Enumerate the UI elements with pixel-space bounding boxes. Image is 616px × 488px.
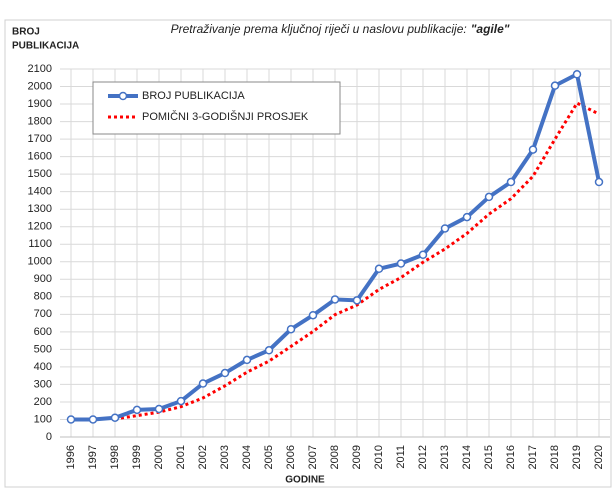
point xyxy=(66,415,76,424)
title-text: Pretraživanje prema ključnoj riječi u na… xyxy=(171,22,467,36)
x-tick-label: 1997 xyxy=(87,445,99,469)
point xyxy=(506,177,516,187)
y-tick-label: 1900 xyxy=(28,98,52,110)
x-tick-label: 2011 xyxy=(395,445,407,469)
y-tick-label: 1200 xyxy=(28,221,52,233)
x-tick-label: 2000 xyxy=(153,445,165,469)
x-tick-label: 1999 xyxy=(131,445,143,469)
y-tick-label: 1400 xyxy=(28,186,52,198)
point xyxy=(220,368,230,378)
x-tick-label: 2019 xyxy=(571,445,583,469)
point xyxy=(110,413,120,422)
legend xyxy=(92,81,341,135)
x-tick-label: 2012 xyxy=(417,445,429,469)
y-tick-label: 300 xyxy=(34,378,52,390)
y-tick-label: 1000 xyxy=(28,256,52,268)
point xyxy=(440,224,450,233)
point xyxy=(418,250,428,260)
point xyxy=(154,404,164,414)
x-tick-label: 2020 xyxy=(593,445,605,469)
y-tick-label: 1600 xyxy=(28,151,52,163)
x-tick-label: 2008 xyxy=(329,445,341,469)
x-tick-label: 2005 xyxy=(263,445,275,469)
point xyxy=(308,310,318,320)
x-tick-label: 2006 xyxy=(285,445,297,469)
point xyxy=(550,81,560,90)
y-tick-label: 2100 xyxy=(28,63,52,75)
x-tick-label: 2003 xyxy=(219,445,231,469)
y-tick-label: 100 xyxy=(34,413,52,425)
x-tick-label: 2014 xyxy=(461,445,473,469)
y-tick-label: 1500 xyxy=(28,168,52,180)
legend-marker xyxy=(118,91,128,101)
point xyxy=(176,396,186,406)
y-tick-label: 500 xyxy=(34,343,52,355)
y-tick-label: 800 xyxy=(34,291,52,303)
x-tick-label: 2015 xyxy=(483,445,495,469)
x-axis-label: GODINE xyxy=(285,475,325,486)
point xyxy=(352,296,362,305)
point xyxy=(242,355,252,365)
series-line xyxy=(114,101,600,421)
y-tick-label: 200 xyxy=(34,396,52,408)
x-tick-label: 2013 xyxy=(439,445,451,469)
x-tick-label: 1998 xyxy=(109,445,121,469)
x-tick-label: 2016 xyxy=(505,445,517,469)
x-tick-label: 1996 xyxy=(65,445,77,469)
x-tick-label: 2018 xyxy=(549,445,561,469)
x-tick-label: 2007 xyxy=(307,445,319,469)
point xyxy=(132,405,142,415)
point xyxy=(286,324,296,334)
x-tick-label: 2009 xyxy=(351,445,363,469)
point xyxy=(396,259,406,268)
point xyxy=(594,177,604,187)
point xyxy=(462,212,472,222)
y-tick-label: 1700 xyxy=(28,133,52,145)
x-tick-label: 2017 xyxy=(527,445,539,469)
point xyxy=(88,415,98,424)
y-tick-label: 0 xyxy=(46,431,52,443)
y-tick-label: 1800 xyxy=(28,115,52,127)
legend-label: BROJ PUBLIKACIJA xyxy=(142,90,245,102)
y-axis-label: BROJ xyxy=(12,27,40,38)
y-tick-label: 2000 xyxy=(28,80,52,92)
point xyxy=(198,379,208,388)
point xyxy=(528,145,538,154)
x-tick-label: 2010 xyxy=(373,445,385,469)
point xyxy=(330,295,340,304)
point xyxy=(374,264,384,274)
point xyxy=(484,192,494,202)
y-tick-label: 1100 xyxy=(28,238,52,250)
y-tick-label: 1300 xyxy=(28,203,52,215)
y-tick-label: 400 xyxy=(34,361,52,373)
x-tick-label: 2004 xyxy=(241,445,253,469)
legend-label: POMIČNI 3-GODIŠNJI PROSJEK xyxy=(142,110,309,123)
y-tick-label: 900 xyxy=(34,273,52,285)
y-axis-label: PUBLIKACIJA xyxy=(12,41,79,52)
y-tick-label: 700 xyxy=(34,308,52,320)
title-keyword: "agile" xyxy=(471,22,510,36)
chart-title: Pretraživanje prema ključnoj riječi u na… xyxy=(171,22,510,36)
x-tick-label: 2002 xyxy=(197,445,209,469)
x-tick-label: 2001 xyxy=(175,445,187,469)
point xyxy=(264,346,274,355)
point xyxy=(572,70,582,79)
y-tick-label: 600 xyxy=(34,326,52,338)
